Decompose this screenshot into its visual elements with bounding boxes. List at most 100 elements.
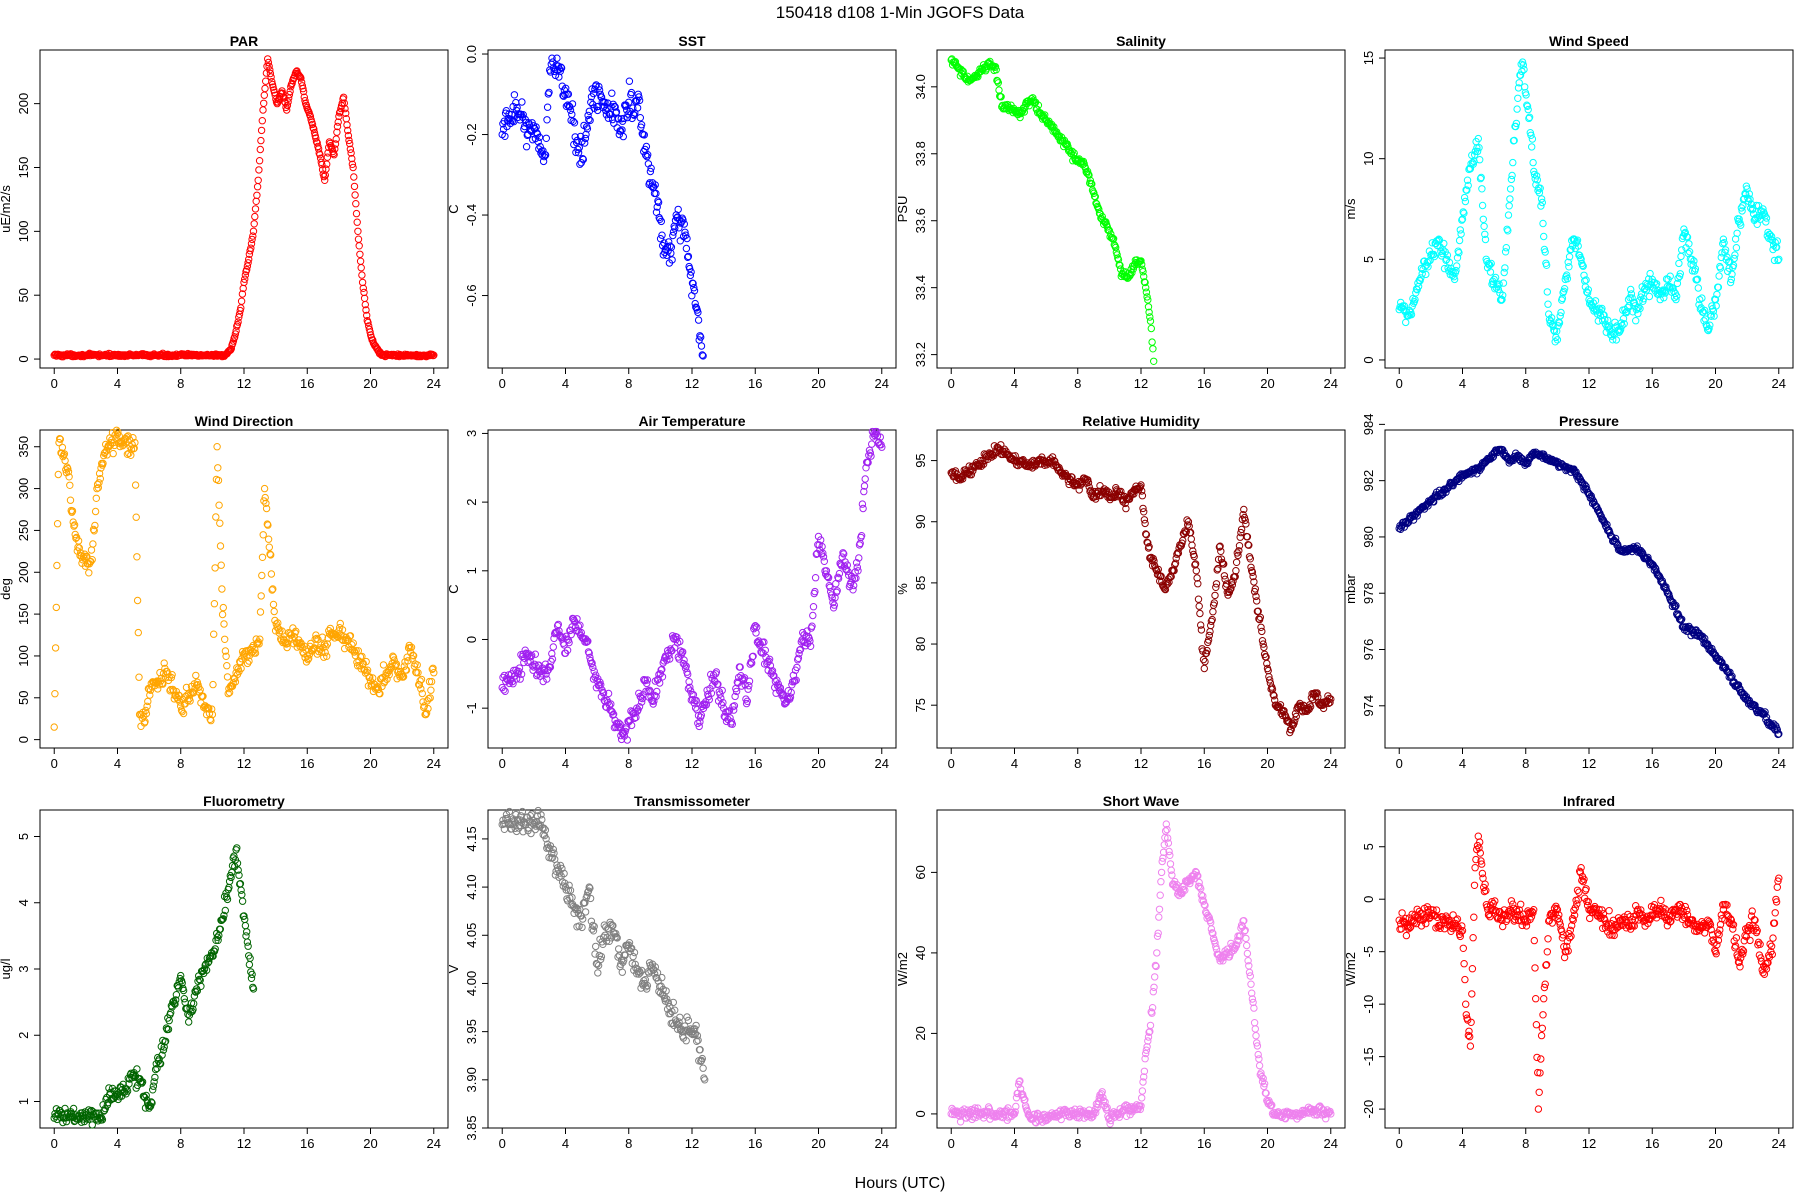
data-point bbox=[245, 657, 253, 665]
y-tick-label: -0.2 bbox=[464, 123, 479, 145]
data-point bbox=[1463, 176, 1472, 184]
data-point bbox=[1525, 114, 1533, 123]
data-point bbox=[237, 297, 246, 305]
data-point bbox=[216, 519, 224, 527]
y-tick-label: 982 bbox=[1361, 470, 1376, 492]
data-point bbox=[159, 680, 167, 688]
x-tick-label: 20 bbox=[1708, 376, 1722, 391]
data-point bbox=[258, 571, 266, 580]
data-point bbox=[310, 128, 319, 137]
data-point bbox=[1149, 345, 1157, 353]
data-point bbox=[235, 310, 244, 318]
data-point bbox=[1523, 101, 1531, 109]
data-point bbox=[622, 101, 630, 109]
data-point bbox=[1506, 185, 1515, 193]
data-point bbox=[540, 152, 548, 161]
data-point bbox=[566, 106, 575, 115]
data-point bbox=[652, 189, 660, 198]
data-point bbox=[260, 99, 268, 108]
data-point bbox=[1440, 239, 1448, 248]
series-points bbox=[1395, 58, 1783, 346]
data-point bbox=[1466, 164, 1474, 172]
data-point bbox=[535, 133, 544, 142]
data-point bbox=[341, 104, 349, 113]
data-point bbox=[257, 126, 266, 135]
x-tick-label: 20 bbox=[1708, 756, 1722, 771]
data-point bbox=[329, 149, 338, 158]
data-point bbox=[1147, 324, 1156, 333]
data-point bbox=[1509, 158, 1517, 167]
data-point bbox=[616, 127, 625, 135]
data-point bbox=[260, 497, 268, 505]
data-point bbox=[1512, 122, 1520, 131]
data-point bbox=[357, 264, 365, 272]
data-point bbox=[1711, 295, 1719, 303]
data-point bbox=[346, 139, 354, 148]
data-point bbox=[1536, 184, 1544, 192]
x-tick-label: 16 bbox=[1197, 756, 1211, 771]
data-point bbox=[347, 149, 355, 157]
plot-frame bbox=[1384, 429, 1794, 749]
data-point bbox=[1255, 1061, 1264, 1070]
data-point bbox=[1513, 105, 1521, 113]
x-tick-label: 24 bbox=[875, 376, 889, 391]
data-point bbox=[545, 88, 553, 97]
data-point bbox=[354, 235, 363, 243]
data-point bbox=[200, 703, 208, 712]
data-point bbox=[299, 87, 308, 96]
data-point bbox=[267, 73, 275, 81]
data-point bbox=[1464, 181, 1472, 190]
data-point bbox=[210, 600, 219, 608]
data-point bbox=[1157, 868, 1166, 877]
data-point bbox=[674, 205, 682, 214]
data-point bbox=[99, 459, 107, 468]
y-tick-label: 978 bbox=[1361, 582, 1376, 604]
data-point bbox=[1547, 317, 1555, 325]
data-point bbox=[223, 662, 231, 670]
data-point bbox=[362, 306, 370, 314]
y-tick-label: 200 bbox=[16, 561, 31, 583]
data-point bbox=[1497, 296, 1506, 304]
data-point bbox=[1504, 227, 1512, 235]
data-point bbox=[647, 164, 655, 172]
y-axis-label: m/s bbox=[1343, 198, 1358, 219]
x-tick-label: 4 bbox=[114, 376, 121, 391]
data-point bbox=[587, 98, 595, 107]
data-point bbox=[1491, 273, 1500, 282]
data-point bbox=[1632, 317, 1640, 325]
data-point bbox=[562, 84, 570, 93]
data-point bbox=[132, 513, 140, 521]
panel-title: Air Temperature bbox=[638, 413, 745, 429]
y-tick-label: 4.05 bbox=[464, 923, 479, 948]
data-point bbox=[323, 160, 331, 168]
data-point bbox=[539, 157, 548, 166]
data-point bbox=[1141, 278, 1149, 287]
data-point bbox=[1138, 260, 1146, 269]
data-point bbox=[247, 240, 256, 248]
data-point bbox=[811, 574, 820, 582]
x-tick-label: 4 bbox=[1011, 1136, 1018, 1151]
data-point bbox=[241, 921, 250, 930]
data-point bbox=[1101, 219, 1109, 227]
data-point bbox=[218, 610, 227, 619]
x-tick-label: 20 bbox=[811, 756, 825, 771]
data-point bbox=[1504, 211, 1513, 219]
data-point bbox=[1095, 205, 1103, 214]
data-point bbox=[689, 279, 697, 288]
data-point bbox=[110, 441, 119, 450]
data-point bbox=[809, 611, 817, 620]
data-point bbox=[1416, 277, 1424, 285]
data-point bbox=[209, 680, 217, 689]
data-point bbox=[315, 149, 323, 157]
data-point bbox=[1726, 278, 1735, 287]
data-point bbox=[1430, 252, 1439, 261]
data-point bbox=[1456, 226, 1465, 234]
data-point bbox=[1150, 357, 1158, 365]
x-tick-label: 8 bbox=[177, 756, 184, 771]
data-point bbox=[255, 640, 263, 648]
data-point bbox=[58, 443, 67, 452]
data-point bbox=[231, 333, 239, 341]
data-point bbox=[542, 134, 550, 143]
data-point bbox=[1505, 202, 1513, 210]
